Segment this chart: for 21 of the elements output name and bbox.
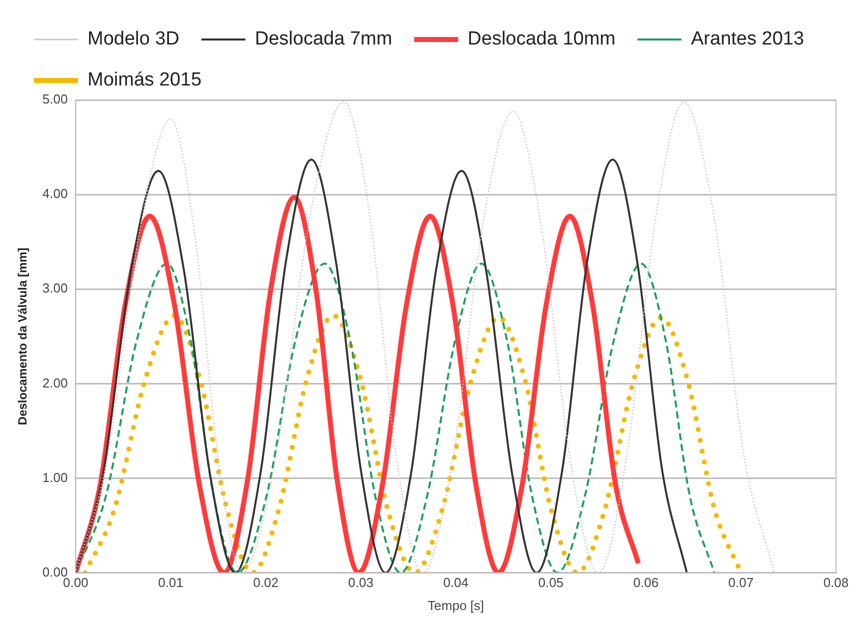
legend-label: Arantes 2013	[691, 28, 804, 50]
legend-label: Deslocada 10mm	[468, 28, 616, 50]
y-tick-label: 1.00	[42, 470, 68, 485]
legend-label: Deslocada 7mm	[254, 28, 392, 50]
legend-label: Modelo 3D	[88, 28, 180, 50]
y-axis-title: Deslocamento da Válvula [mm]	[16, 248, 30, 426]
x-tick-label: 0.08	[823, 575, 849, 590]
y-tick-label: 5.00	[42, 92, 68, 107]
x-tick-label: 0.03	[348, 575, 374, 590]
x-axis-title: Tempo [s]	[428, 598, 484, 613]
x-tick-label: 0.06	[633, 575, 659, 590]
x-tick-label: 0.01	[158, 575, 184, 590]
line-series	[76, 158, 688, 573]
x-tick-label: 0.07	[728, 575, 754, 590]
y-tick-label: 3.00	[42, 280, 68, 296]
x-tick-label: 0.04	[443, 575, 469, 590]
legend-label: Moimás 2015	[88, 70, 202, 91]
y-tick-label: 4.00	[42, 186, 68, 202]
x-tick-label: 0.02	[253, 575, 278, 590]
y-tick-label: 2.00	[42, 375, 68, 390]
x-tick-label: 0.05	[538, 575, 564, 590]
